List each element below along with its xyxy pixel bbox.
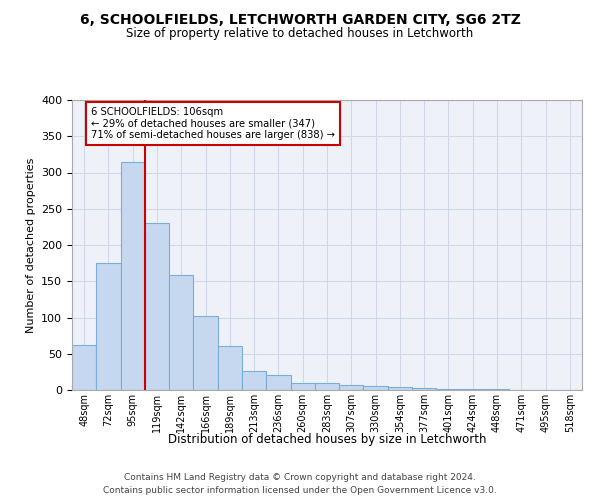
- Text: 6 SCHOOLFIELDS: 106sqm
← 29% of detached houses are smaller (347)
71% of semi-de: 6 SCHOOLFIELDS: 106sqm ← 29% of detached…: [91, 108, 335, 140]
- Bar: [72, 345, 96, 390]
- Bar: [364, 386, 388, 390]
- Bar: [193, 316, 218, 390]
- Bar: [290, 383, 315, 390]
- Text: Contains public sector information licensed under the Open Government Licence v3: Contains public sector information licen…: [103, 486, 497, 495]
- Bar: [388, 387, 412, 390]
- Y-axis label: Number of detached properties: Number of detached properties: [26, 158, 35, 332]
- Text: Contains HM Land Registry data © Crown copyright and database right 2024.: Contains HM Land Registry data © Crown c…: [124, 472, 476, 482]
- Bar: [242, 371, 266, 390]
- Bar: [412, 388, 436, 390]
- Bar: [121, 162, 145, 390]
- Text: 6, SCHOOLFIELDS, LETCHWORTH GARDEN CITY, SG6 2TZ: 6, SCHOOLFIELDS, LETCHWORTH GARDEN CITY,…: [80, 12, 520, 26]
- Text: Size of property relative to detached houses in Letchworth: Size of property relative to detached ho…: [127, 28, 473, 40]
- Bar: [145, 223, 169, 390]
- Bar: [436, 388, 461, 390]
- Bar: [218, 346, 242, 390]
- Bar: [339, 385, 364, 390]
- Bar: [96, 263, 121, 390]
- Text: Distribution of detached houses by size in Letchworth: Distribution of detached houses by size …: [168, 432, 486, 446]
- Bar: [315, 383, 339, 390]
- Bar: [169, 276, 193, 390]
- Bar: [266, 375, 290, 390]
